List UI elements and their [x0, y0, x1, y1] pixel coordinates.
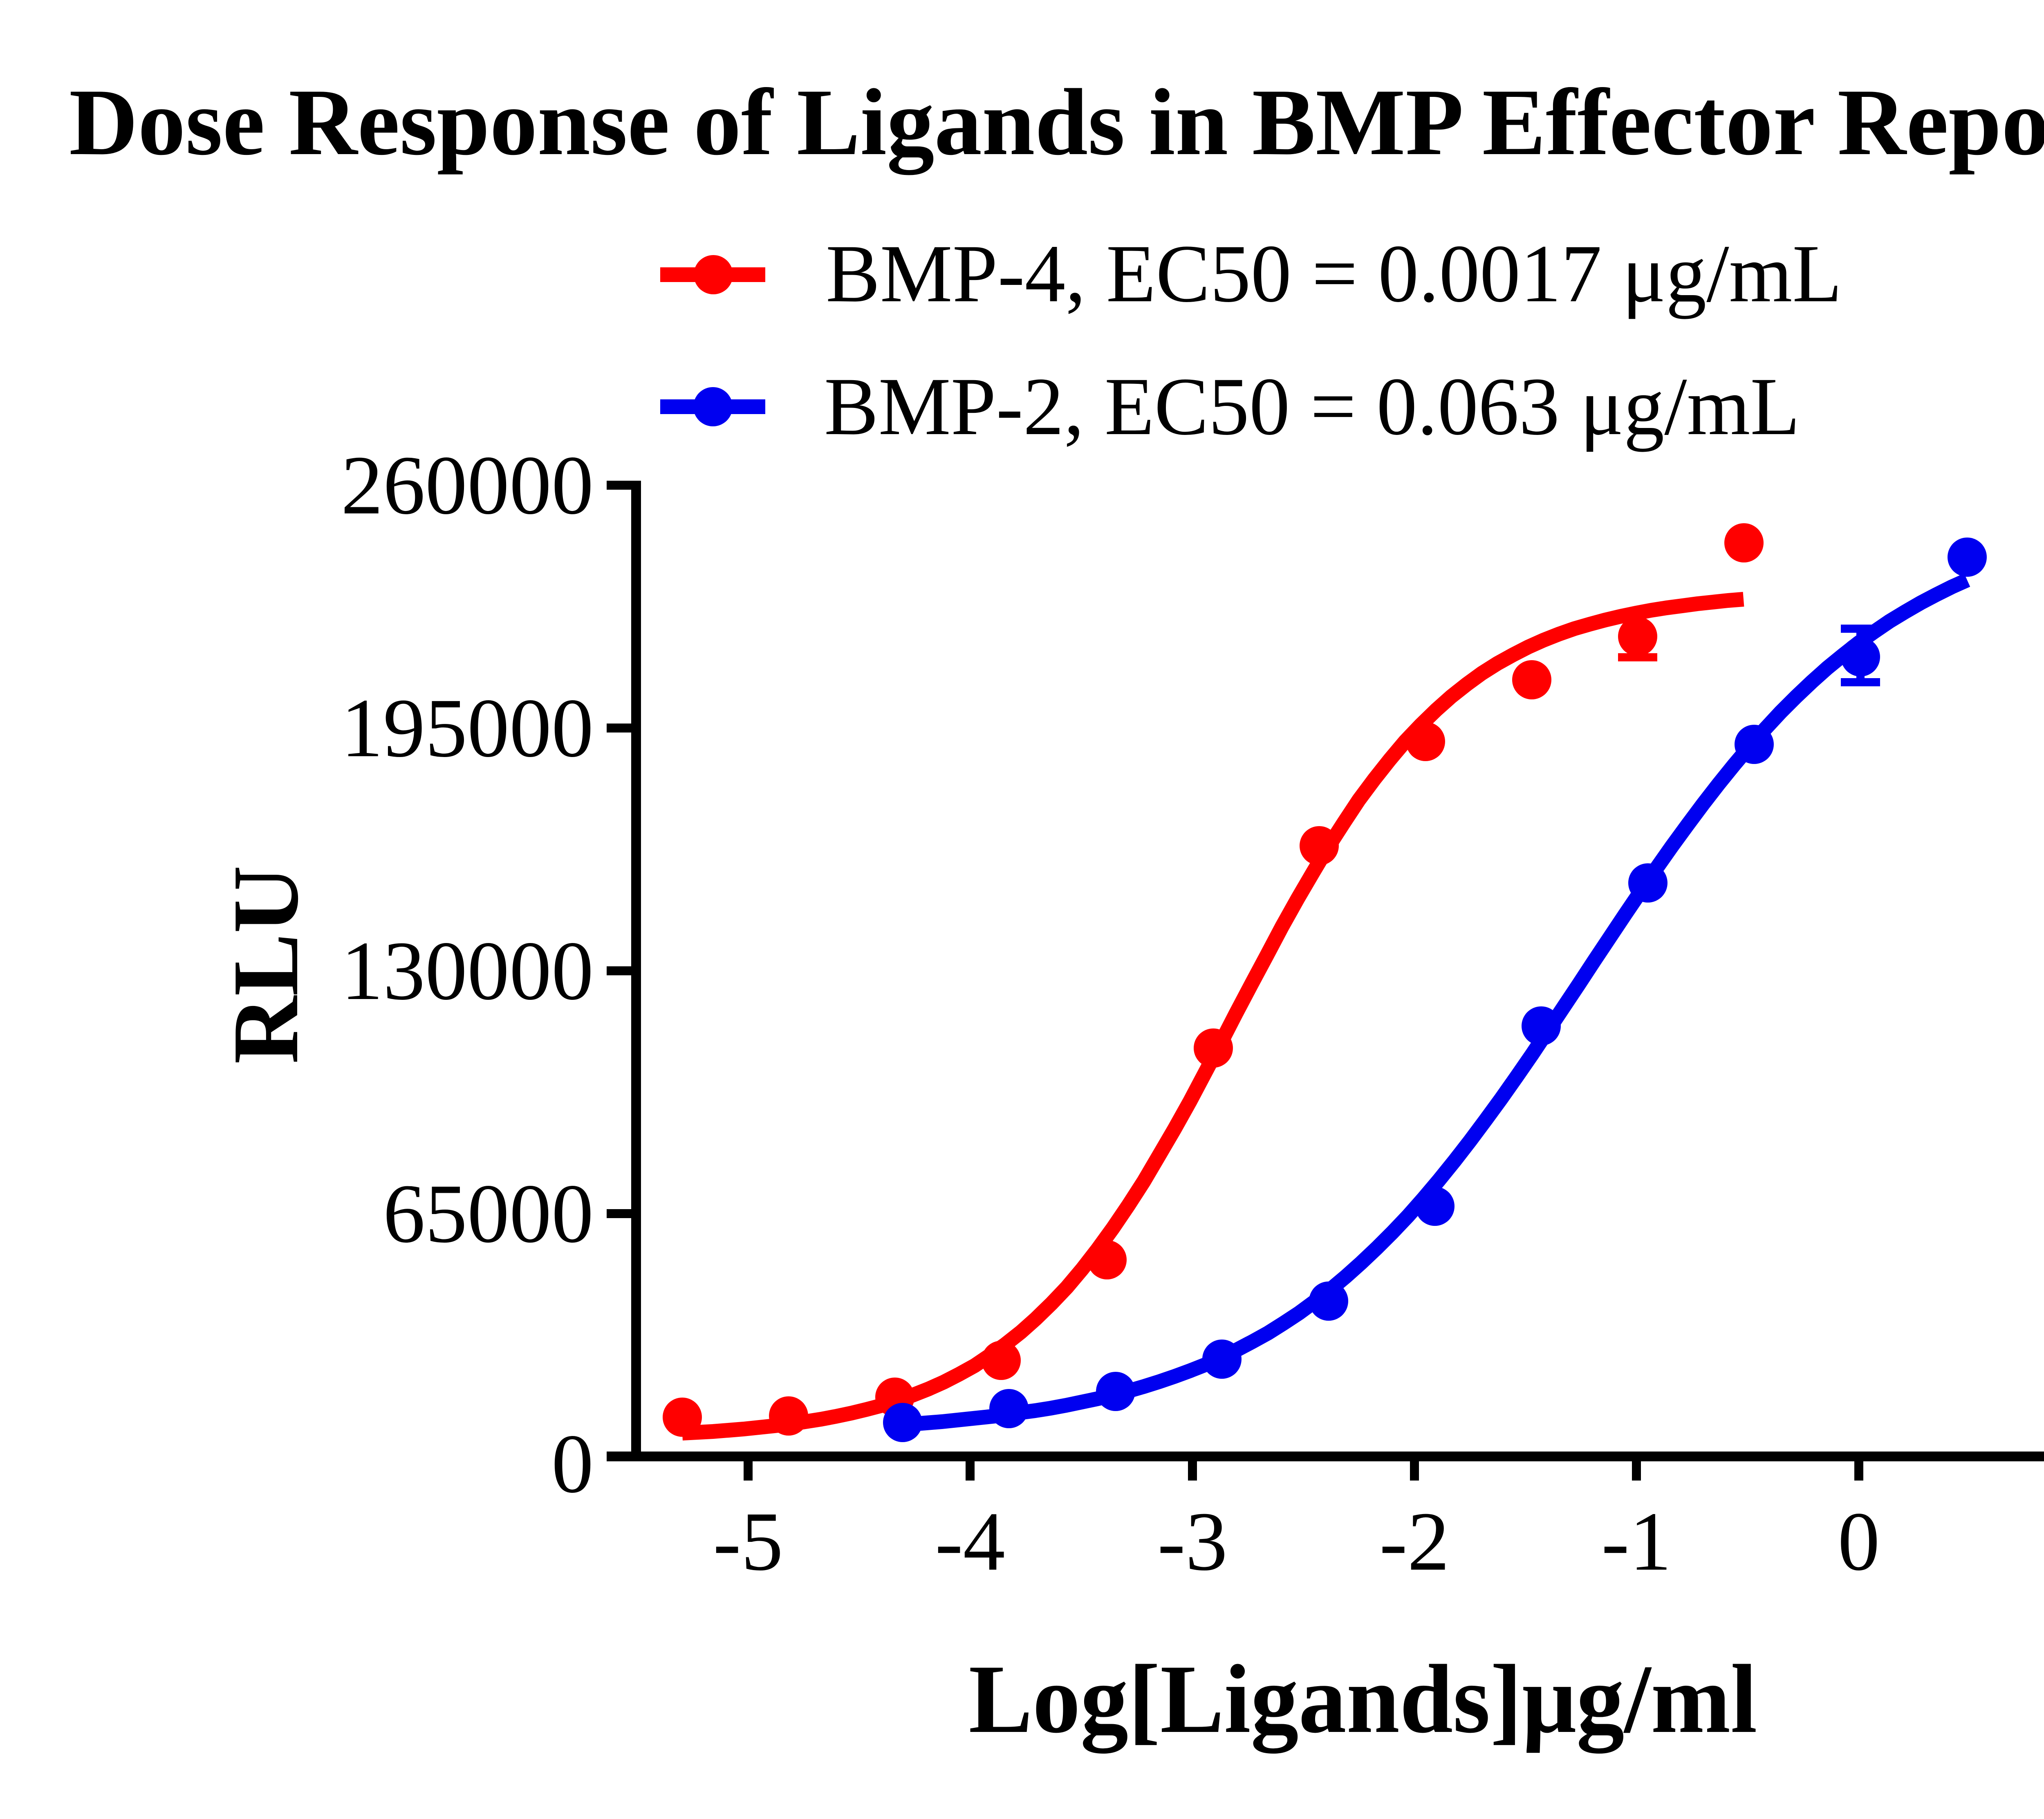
svg-text:195000: 195000	[341, 681, 594, 775]
svg-text:BMP-4, EC50 = 0.0017 μg/mL: BMP-4, EC50 = 0.0017 μg/mL	[826, 228, 1842, 319]
svg-text:0: 0	[551, 1417, 594, 1510]
svg-text:0: 0	[1838, 1494, 1880, 1588]
svg-text:-3: -3	[1157, 1494, 1228, 1588]
svg-text:260000: 260000	[341, 438, 594, 532]
svg-text:RLU: RLU	[213, 865, 318, 1064]
svg-text:Dose Response of Ligands in BM: Dose Response of Ligands in BMP Effector…	[69, 69, 2044, 175]
svg-text:-5: -5	[713, 1494, 783, 1588]
svg-text:BMP-2, EC50 = 0.063 μg/mL: BMP-2, EC50 = 0.063 μg/mL	[824, 361, 1800, 452]
svg-text:-2: -2	[1379, 1494, 1450, 1588]
svg-text:-1: -1	[1601, 1494, 1672, 1588]
svg-text:65000: 65000	[383, 1167, 594, 1260]
svg-text:Log[Ligands]μg/ml: Log[Ligands]μg/ml	[969, 1644, 1757, 1754]
svg-text:-4: -4	[935, 1494, 1005, 1588]
svg-text:130000: 130000	[341, 924, 594, 1017]
